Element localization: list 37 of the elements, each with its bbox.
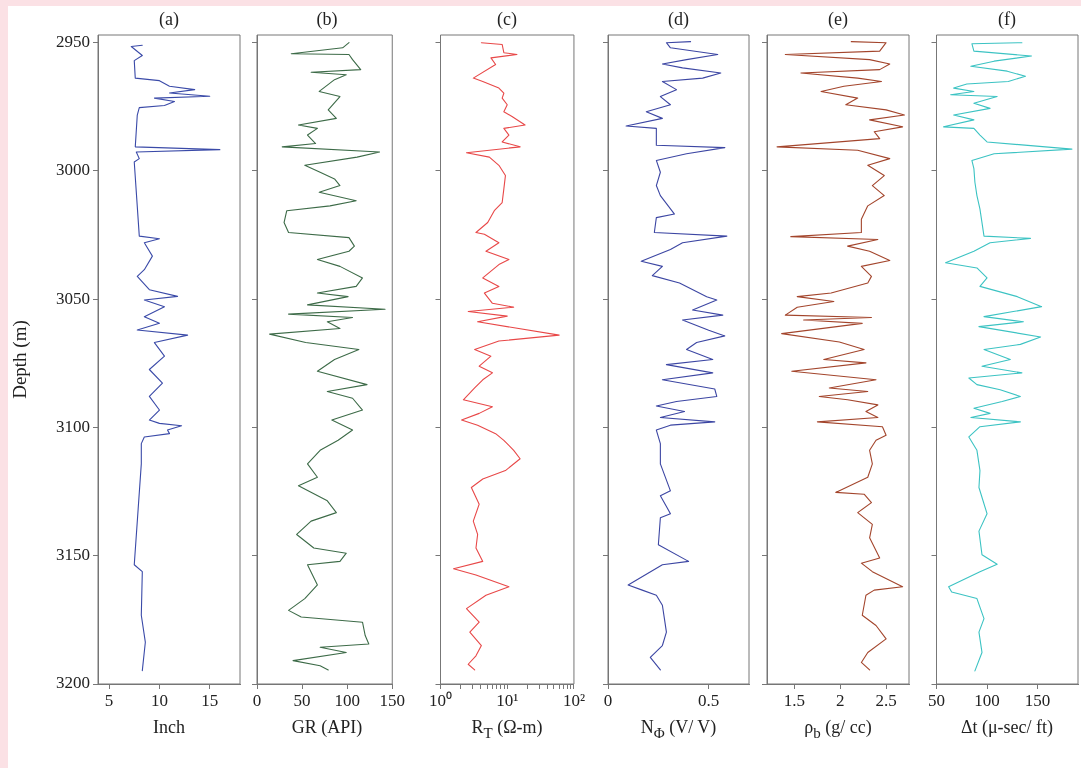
x-tick-label: 0.5 [698,690,720,710]
x-tick-label: 15 [201,690,219,710]
x-tick-label: 100 [334,690,360,710]
x-tick-label: 5 [104,690,114,710]
x-tick-label: 150 [379,690,405,710]
x-axis-title: GR (API) [290,717,364,738]
chart-title: (c) [496,9,518,30]
x-tick-label: 10⁰ [429,690,452,710]
x-tick-label: 1.5 [783,690,806,710]
x-tick-label: 50 [928,690,945,710]
x-tick-label: 2.5 [875,690,897,710]
x-axis-title: R$_{T}$ (Ω-m) [470,717,544,742]
chart-title: (f) [997,9,1017,30]
x-tick-label: 10 [150,690,168,710]
y-tick-label: 3200 [56,673,90,693]
x-tick-label: 10¹ [496,690,519,710]
x-tick-label: 2 [836,690,845,710]
chart-title: (b) [315,9,339,30]
y-tick-label: 3000 [56,160,90,180]
chart-title: (a) [158,9,180,30]
x-tick-label: 100 [974,690,1000,710]
x-axis-title: N$_{Φ}$ (V/ V) [639,717,718,742]
y-tick-label: 2950 [56,32,90,52]
y-axis-title: Depth (m) [9,320,32,399]
y-tick-label: 3150 [56,545,90,565]
chart-title: (e) [827,9,849,30]
x-tick-label: 150 [1024,690,1051,710]
x-axis-title: Inch [152,717,186,738]
y-tick-label: 3100 [56,416,90,436]
x-tick-label: 50 [293,690,311,710]
x-tick-label: 0 [252,690,262,710]
y-tick-label: 3050 [56,288,90,308]
x-tick-label: 0 [603,690,613,710]
x-axis-title: ρ$_{b}$ (g/ cc) [803,717,873,742]
x-axis-title: Δt (μ-sec/ ft) [959,717,1055,738]
chart-title: (d) [667,9,690,30]
x-tick-label: 10² [562,690,586,710]
